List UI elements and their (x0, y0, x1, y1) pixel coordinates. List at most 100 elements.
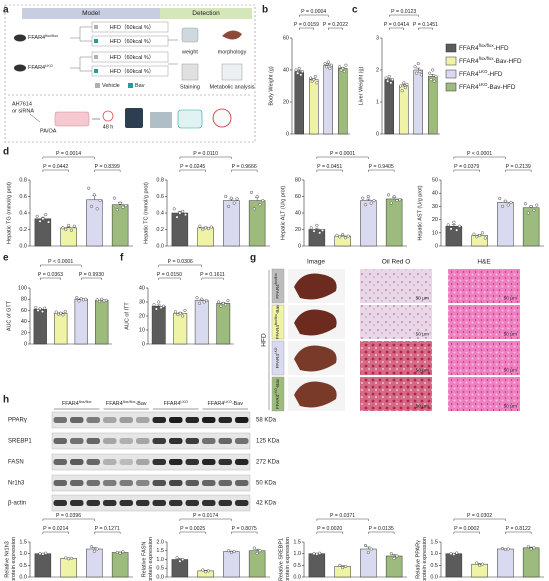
blot-band (103, 500, 117, 506)
p-value: P = 0.0396 (56, 513, 81, 519)
readout: morphology (218, 49, 247, 55)
label-part: FFAR4 (62, 401, 79, 407)
blot-band (218, 438, 232, 444)
bar (428, 76, 438, 135)
bar (171, 212, 189, 247)
p-value: P = 0.0442 (43, 164, 68, 170)
data-point (480, 231, 484, 235)
y-tick-label: 60 (295, 194, 301, 200)
data-point (255, 194, 259, 199)
data-point (501, 547, 505, 551)
bar (338, 68, 348, 135)
data-point (97, 299, 102, 303)
data-point (509, 200, 513, 204)
data-point (342, 70, 346, 74)
data-point (312, 229, 316, 233)
p-value: P = 0.9666 (232, 164, 257, 170)
data-point (206, 227, 210, 231)
error-bar (430, 74, 435, 77)
data-point (152, 303, 156, 307)
blot-band (103, 480, 117, 486)
label-part: FFAR4 (208, 401, 225, 407)
bar (86, 199, 103, 247)
treatment-chip (94, 39, 98, 43)
y-tick-label: 40 (21, 319, 27, 325)
y-tick-label: 0.6 (19, 194, 27, 200)
protein-name: β-actin (8, 501, 26, 507)
diet-label: HFD（60kcal %） (110, 68, 155, 75)
y-tick-label: 40 (283, 67, 289, 73)
row-label-box (271, 304, 285, 340)
label-part: FFAR4 (275, 284, 280, 299)
p-value: P = 0.0214 (43, 526, 68, 532)
y-axis-label: Relative Nr1h3 (4, 541, 10, 577)
blot-band (86, 500, 100, 506)
data-point (372, 199, 376, 203)
bar (497, 548, 514, 578)
data-point (201, 568, 205, 572)
bar (86, 548, 103, 578)
y-tick-label: 0.4 (19, 210, 27, 216)
significance-bracket (505, 169, 532, 172)
significance-bracket (231, 531, 258, 534)
significance-bracket (231, 169, 258, 172)
data-point (54, 310, 58, 314)
data-point (498, 196, 502, 201)
error-bar (387, 78, 392, 80)
blot-band (136, 417, 150, 423)
data-point (104, 298, 108, 302)
blot-band (86, 438, 100, 444)
p-value: P = 0.0020 (317, 526, 342, 532)
data-point (294, 68, 298, 72)
data-point (44, 551, 48, 555)
header-model (22, 8, 160, 19)
condition-label: HFD (261, 333, 268, 347)
data-point (183, 308, 187, 312)
legend-swatch (445, 69, 457, 79)
arrow (29, 113, 41, 123)
label-part: -Bav (232, 401, 243, 407)
blot-band (103, 459, 117, 465)
label-part: FFAR4 (106, 401, 123, 407)
data-point (67, 223, 71, 227)
y-axis-label: Hepatic TC (mmol/g prot) (143, 182, 149, 244)
data-point (389, 201, 393, 205)
error-bar (416, 67, 421, 70)
data-point (341, 66, 345, 70)
data-point (219, 304, 223, 308)
p-value: P = 0.9930 (79, 272, 104, 278)
y-axis-label: Hepatic ALT (U/g prot) (280, 186, 286, 240)
data-point (216, 300, 221, 304)
data-point (59, 311, 63, 315)
rich-label: FFAR4flox/flox (62, 400, 92, 407)
data-point (402, 81, 406, 85)
data-point (261, 199, 265, 203)
blot-band (202, 480, 216, 486)
data-point (318, 231, 322, 235)
mouse-icon (14, 34, 26, 42)
data-point (69, 556, 73, 560)
detection-title: Detection (192, 10, 220, 17)
superscript: flox/flox (123, 400, 136, 404)
rich-label: FFAR4flox/flox-HFD (459, 43, 509, 52)
rich-label: FFAR4LKO-HFD (459, 69, 503, 78)
data-point (92, 193, 96, 197)
blot-band (152, 417, 166, 423)
y-tick-label: 0.5 (430, 563, 438, 569)
scale-icon (181, 27, 199, 43)
diet-box (91, 65, 169, 77)
data-point (506, 547, 510, 551)
data-point (315, 81, 319, 85)
y-tick-label: 0.0 (156, 574, 164, 580)
data-point (478, 233, 482, 237)
y-tick-label: 1.0 (430, 551, 438, 557)
significance-bracket (81, 277, 102, 280)
data-point (181, 314, 185, 318)
p-value: P = 0.0002 (454, 526, 479, 532)
data-point (47, 220, 51, 224)
bar (111, 204, 129, 247)
y-tick-label: 30 (432, 204, 438, 210)
y-axis-label: protein expression (11, 537, 17, 581)
data-point (398, 198, 402, 202)
blot-band (185, 438, 199, 444)
